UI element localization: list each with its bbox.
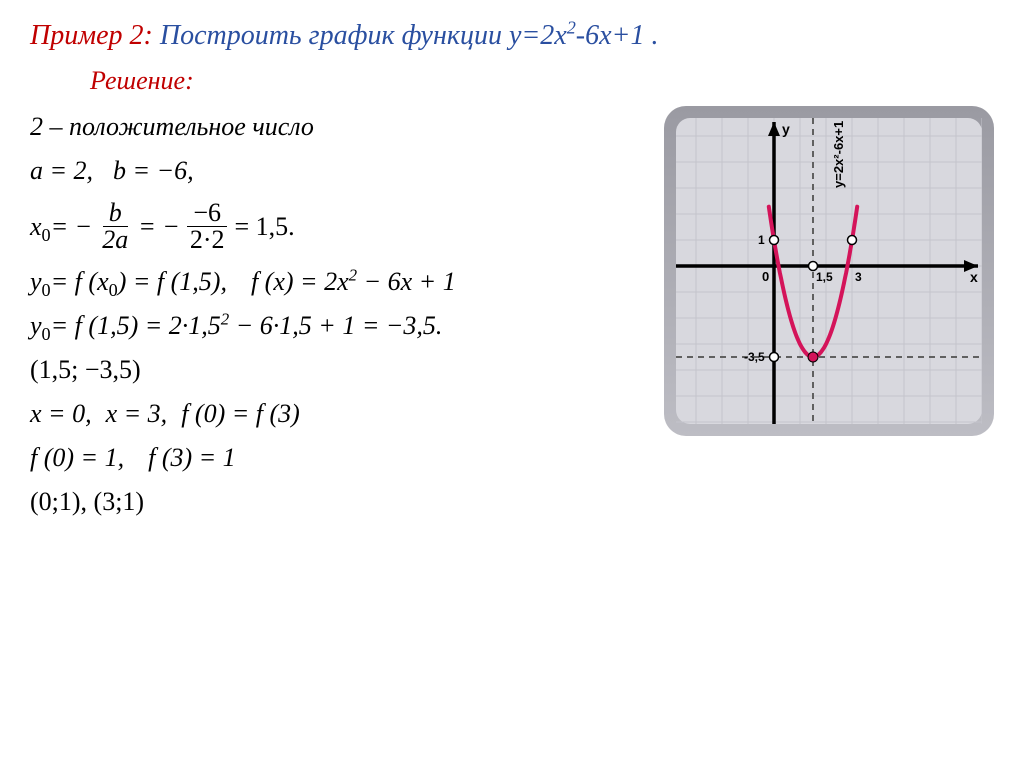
- line-positive: 2 – положительное число: [30, 112, 654, 142]
- title-text: Построить график функции: [160, 20, 509, 51]
- y0b-tail: − 6·1,5 + 1 = −3,5.: [229, 311, 442, 340]
- svg-text:y: y: [782, 121, 790, 137]
- x0-frac1: b 2a: [96, 200, 134, 253]
- sym-b: x = 3,: [106, 399, 168, 429]
- x0-frac2-num: −6: [187, 200, 227, 227]
- graph-svg: y x 0 1,5 3 1 -3,5 y=2x²-6x+1: [676, 118, 982, 424]
- fx-lhs: f (x) = 2x: [251, 267, 349, 296]
- x0-var: x: [30, 212, 42, 241]
- x0-line: x0 = − b 2a = − −6 2·2 = 1,5.: [30, 200, 654, 253]
- y0b-lhs: y0: [30, 311, 51, 341]
- y0-p2-txt: = f (x: [51, 267, 109, 296]
- sym-c: f (0) = f (3): [181, 399, 300, 429]
- svg-text:x: x: [970, 269, 978, 285]
- svg-text:1,5: 1,5: [816, 270, 833, 284]
- y0-p2: = f (x0) = f (1,5),: [51, 267, 227, 297]
- func-tail: -6x+1: [576, 20, 645, 51]
- y0-p3: ) = f (1,5),: [118, 267, 227, 296]
- y0b-rest: = f (1,5) = 2·1,52 − 6·1,5 + 1 = −3,5.: [51, 311, 443, 341]
- fx-tail: − 6x + 1: [357, 267, 456, 296]
- x0-mid: = −: [138, 212, 180, 242]
- sym-a: x = 0,: [30, 399, 92, 429]
- fx-def: f (x) = 2x2 − 6x + 1: [251, 267, 456, 297]
- left-column: 2 – положительное число a = 2, b = −6, x…: [30, 106, 654, 531]
- content: 2 – положительное число a = 2, b = −6, x…: [30, 106, 994, 531]
- x0-eq1: = −: [51, 212, 93, 242]
- graph-panel: y x 0 1,5 3 1 -3,5 y=2x²-6x+1: [664, 106, 994, 436]
- fvals-line: f (0) = 1, f (3) = 1: [30, 443, 654, 473]
- y0-line2: y0 = f (1,5) = 2·1,52 − 6·1,5 + 1 = −3,5…: [30, 311, 654, 341]
- svg-text:3: 3: [855, 270, 862, 284]
- y0-line1: y0 = f (x0) = f (1,5), f (x) = 2x2 − 6x …: [30, 267, 654, 297]
- b-expr: b = −6,: [113, 156, 194, 186]
- ab-line: a = 2, b = −6,: [30, 156, 654, 186]
- graph-area: y x 0 1,5 3 1 -3,5 y=2x²-6x+1: [676, 118, 982, 424]
- fval-a: f (0) = 1,: [30, 443, 124, 473]
- title-func: y=2x2-6x+1: [509, 20, 652, 51]
- points-line: (0;1), (3;1): [30, 487, 654, 517]
- x0-frac2: −6 2·2: [184, 200, 231, 253]
- y0b-var: y: [30, 311, 42, 340]
- y0-lhs: y0: [30, 267, 51, 297]
- x0-frac2-den: 2·2: [184, 227, 231, 253]
- title-line: Пример 2: Построить график функции y=2x2…: [30, 20, 994, 52]
- y0b-rest-txt: = f (1,5) = 2·1,5: [51, 311, 221, 340]
- svg-text:-3,5: -3,5: [744, 350, 765, 364]
- x0-tail: = 1,5.: [235, 212, 295, 242]
- y0-sub-a: 0: [42, 280, 51, 300]
- x0-frac1-num: b: [103, 200, 128, 227]
- svg-text:y=2x²-6x+1: y=2x²-6x+1: [831, 121, 846, 188]
- sym-line: x = 0, x = 3, f (0) = f (3): [30, 399, 654, 429]
- func-base: y=2x: [509, 20, 567, 51]
- y0-sub-b: 0: [109, 280, 118, 300]
- y0-var: y: [30, 267, 42, 296]
- svg-text:1: 1: [758, 233, 765, 247]
- example-label: Пример 2:: [30, 20, 153, 51]
- fval-b: f (3) = 1: [148, 443, 236, 473]
- a-expr: a = 2,: [30, 156, 93, 186]
- func-exp: 2: [567, 18, 576, 38]
- y0b-exp: 2: [221, 309, 229, 328]
- x0-sub: 0: [42, 225, 51, 245]
- solution-label: Решение:: [90, 66, 994, 96]
- fx-exp: 2: [349, 265, 357, 284]
- y0b-sub: 0: [42, 324, 51, 344]
- vertex-point: (1,5; −3,5): [30, 355, 654, 385]
- x0-frac1-den: 2a: [96, 227, 134, 253]
- title-dot: .: [651, 20, 658, 51]
- svg-text:0: 0: [762, 269, 769, 284]
- x0-lhs: x0: [30, 212, 51, 242]
